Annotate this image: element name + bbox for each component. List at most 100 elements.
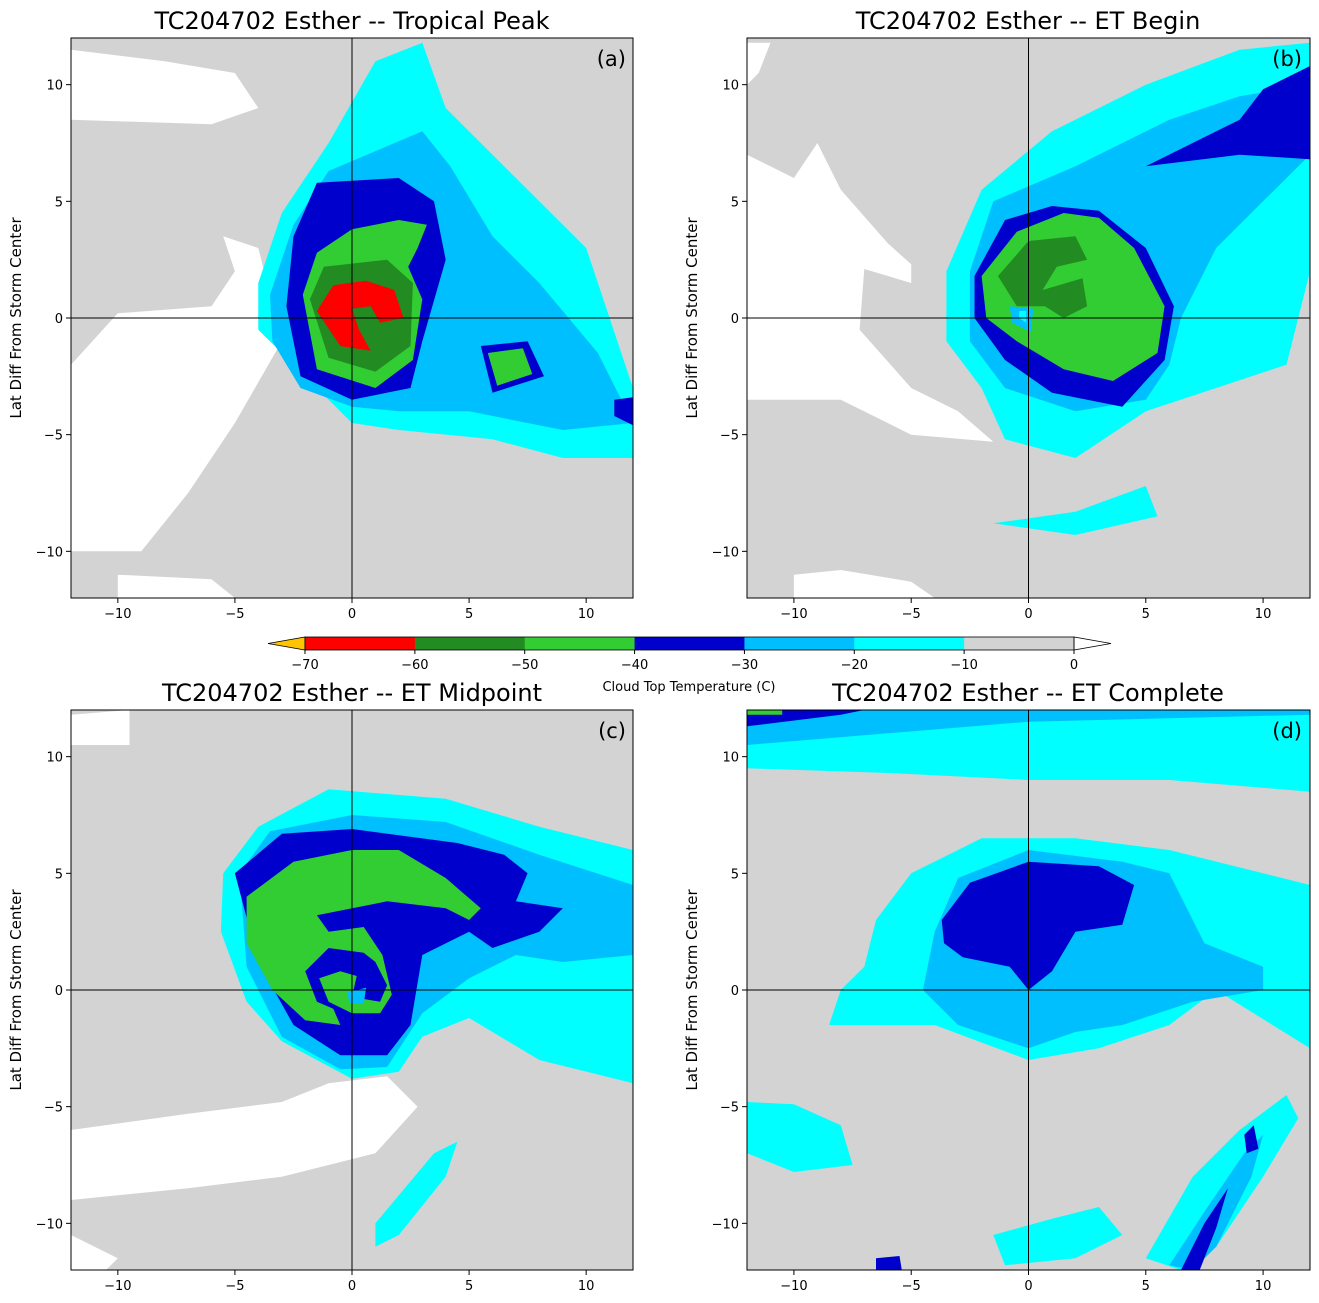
y-tick-label: 5 <box>731 867 739 882</box>
colorbar-segment <box>305 637 416 650</box>
colorbar-tick-label: −30 <box>731 658 758 673</box>
contour-level_m30-9 <box>1169 1134 1264 1270</box>
colorbar: −70 −60 −50 −40 −30 −20 −10 0 <box>267 636 1112 673</box>
panel-d-label: (d) <box>1272 719 1302 743</box>
colorbar-tick-label: −50 <box>511 658 538 673</box>
panel-a-title: TC204702 Esther -- Tropical Peak <box>153 7 549 35</box>
panel-c: TC204702 Esther -- ET Midpoint −10 −5 0 5 10… <box>7 679 634 1294</box>
y-tick-label: −5 <box>720 1101 739 1116</box>
contour-white-2 <box>793 570 935 598</box>
panel-a-plot: −10 −5 0 5 10 10 5 0 −5 −10 <box>36 37 634 622</box>
colorbar-segment <box>744 637 855 650</box>
x-tick-label: 10 <box>578 607 595 622</box>
x-tick-label: −10 <box>780 607 807 622</box>
x-tick-label: 5 <box>1142 1279 1150 1294</box>
colorbar-segment <box>414 637 526 650</box>
contour-white-1 <box>747 143 994 442</box>
x-tick-label: 5 <box>465 1279 473 1294</box>
y-tick-label: 0 <box>55 312 63 327</box>
y-tick-label: 10 <box>46 79 63 94</box>
x-tick-label: 10 <box>1255 607 1272 622</box>
contour-level_m50-9 <box>487 348 533 386</box>
y-tick-label: 5 <box>55 867 63 882</box>
x-tick-label: −10 <box>780 1279 807 1294</box>
colorbar-tick-label: −10 <box>950 658 977 673</box>
y-tick-label: −10 <box>712 545 739 560</box>
x-tick-label: 0 <box>348 1279 356 1294</box>
x-tick-label: 0 <box>348 607 356 622</box>
panel-d-ylabel: Lat Diff From Storm Center <box>683 889 701 1091</box>
x-tick-label: 5 <box>465 607 473 622</box>
colorbar-under-arrow <box>267 636 306 651</box>
colorbar-segment <box>524 637 636 650</box>
panel-b: TC204702 Esther -- ET Begin −10 −5 0 5 10 10 5… <box>683 7 1311 622</box>
colorbar-tick-label: −70 <box>291 658 318 673</box>
y-tick-label: −10 <box>712 1217 739 1232</box>
panel-d-plot: −10 −5 0 5 10 10 5 0 −5 −10 <box>712 709 1311 1294</box>
y-tick-label: 10 <box>46 751 63 766</box>
panel-b-title: TC204702 Esther -- ET Begin <box>855 7 1201 35</box>
panel-d: TC204702 Esther -- ET Complete −10 −5 0 5 10… <box>683 679 1311 1294</box>
contour-level_m70-11 <box>316 280 404 351</box>
x-tick-label: −5 <box>225 607 244 622</box>
panel-c-title: TC204702 Esther -- ET Midpoint <box>161 679 542 707</box>
y-tick-label: −5 <box>44 1101 63 1116</box>
contour-level_m40-7 <box>1145 66 1310 167</box>
y-tick-label: 0 <box>731 312 739 327</box>
colorbar-tick-label: −60 <box>401 658 428 673</box>
contour-level_m30-1 <box>747 710 1310 745</box>
panel-c-ylabel: Lat Diff From Storm Center <box>7 889 25 1091</box>
y-tick-label: 10 <box>722 751 739 766</box>
colorbar-frame <box>304 636 1075 651</box>
contour-level_m50-7 <box>246 850 481 1025</box>
y-tick-label: −5 <box>44 429 63 444</box>
colorbar-tick-label: −40 <box>621 658 648 673</box>
colorbar-tick-label: −20 <box>841 658 868 673</box>
y-tick-label: 0 <box>55 984 63 999</box>
x-tick-label: −5 <box>902 607 921 622</box>
x-tick-label: 10 <box>578 1279 595 1294</box>
y-tick-label: 10 <box>722 79 739 94</box>
colorbar-over-arrow <box>1073 636 1112 651</box>
x-tick-label: 10 <box>1255 1279 1272 1294</box>
y-tick-label: −10 <box>36 1217 63 1232</box>
x-tick-label: 0 <box>1024 607 1032 622</box>
contour-white-1 <box>71 1076 418 1200</box>
y-tick-label: −10 <box>36 545 63 560</box>
x-tick-label: −5 <box>902 1279 921 1294</box>
panel-b-ylabel: Lat Diff From Storm Center <box>683 217 701 419</box>
x-tick-label: −10 <box>104 607 131 622</box>
y-tick-label: 5 <box>55 195 63 210</box>
colorbar-tick-label: 0 <box>1070 658 1078 673</box>
contour-level_m20-4 <box>993 486 1158 535</box>
contour-white-0 <box>747 42 771 85</box>
contour-level_m20-5 <box>747 1102 853 1172</box>
panel-d-title: TC204702 Esther -- ET Complete <box>831 679 1224 707</box>
contour-level_m50-3 <box>747 710 783 715</box>
contour-white-2 <box>71 1235 118 1270</box>
colorbar-label: Cloud Top Temperature (C) <box>602 680 775 695</box>
contour-level_m40-11 <box>1181 1188 1228 1270</box>
panel-a-ylabel: Lat Diff From Storm Center <box>7 217 25 419</box>
panel-c-label: (c) <box>598 719 626 743</box>
contour-level_m40-12 <box>1244 1125 1259 1154</box>
panel-b-plot: −10 −5 0 5 10 10 5 0 −5 −10 <box>712 37 1311 622</box>
contour-level_m20-4 <box>375 1141 458 1247</box>
panel-a-label: (a) <box>597 47 626 71</box>
x-tick-label: 0 <box>1024 1279 1032 1294</box>
colorbar-segment <box>854 637 965 650</box>
y-tick-label: −5 <box>720 429 739 444</box>
y-tick-label: 5 <box>731 195 739 210</box>
contour-level_m60-9 <box>998 236 1088 318</box>
contour-white-0 <box>71 49 259 125</box>
x-tick-label: 5 <box>1142 607 1150 622</box>
colorbar-segment <box>964 637 1075 650</box>
contour-level_m20-6 <box>993 1207 1123 1266</box>
panel-a: TC204702 Esther -- Tropical Peak −10 −5 0 5… <box>7 7 634 622</box>
contour-white-2 <box>117 574 235 598</box>
contour-white-0 <box>71 710 130 745</box>
x-tick-label: −10 <box>104 1279 131 1294</box>
colorbar-segment <box>634 637 745 650</box>
contour-white-1 <box>71 236 282 552</box>
